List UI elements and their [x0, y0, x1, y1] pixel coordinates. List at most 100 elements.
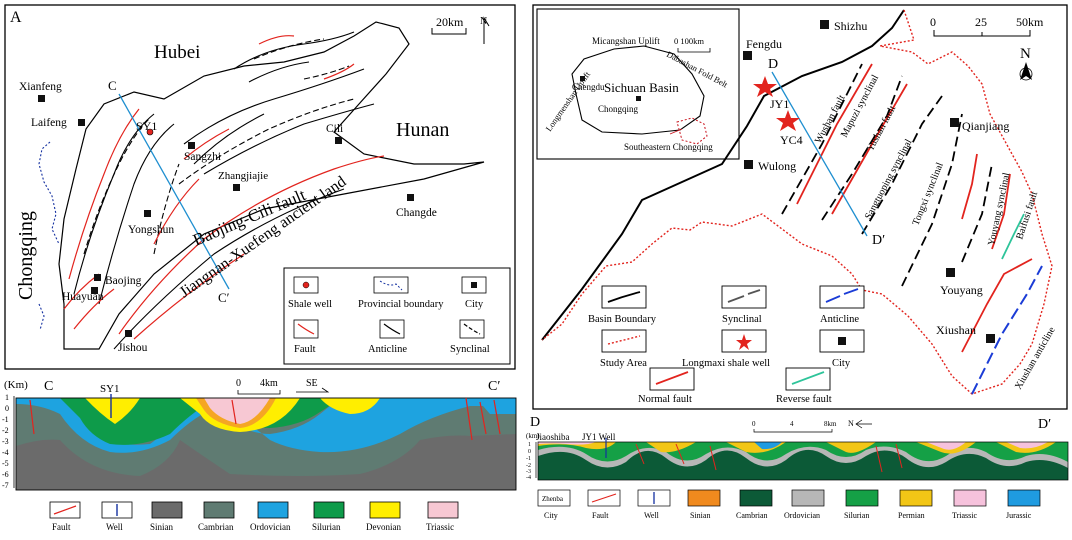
city-fengdu: Fengdu	[746, 37, 782, 51]
legend-d-triassic: Triassic	[952, 511, 977, 520]
panel-b-legend: Basin Boundary Study Area Synclinal Long…	[588, 285, 865, 405]
section-c-c-prime: (Km) C C′ SY1 0 4km SE 1 0 -1 -2 -3 -4 -…	[0, 374, 520, 535]
panel-b-north-label: N	[1020, 46, 1031, 62]
legend-synclinal: Synclinal	[450, 344, 490, 355]
depth-tick-d: 1	[528, 442, 531, 448]
legend-d-ordovician: Ordovician	[784, 511, 820, 520]
depth-tick-d: 0	[528, 449, 531, 455]
legend-shale-well: Shale well	[288, 299, 332, 310]
depth-tick: -6	[2, 470, 9, 479]
compass-icon	[1020, 62, 1032, 80]
legend-d-cambrian: Cambrian	[736, 511, 768, 520]
legend-c-silurian: Silurian	[312, 522, 341, 532]
section-d-north: N	[848, 419, 854, 428]
legend-fault: Fault	[294, 344, 316, 355]
inset-chongqing: Chongqing	[598, 104, 639, 114]
depth-tick-d: -2	[526, 463, 531, 469]
legend-d-silurian: Silurian	[844, 511, 869, 520]
anticline-lines	[73, 31, 375, 350]
legend-d-fault: Fault	[592, 511, 609, 520]
study-area-outline	[58, 21, 485, 350]
panel-a-map: A 20km N C C′ Hubei	[4, 4, 516, 370]
section-line-d	[771, 71, 868, 237]
legend-d-well: Well	[644, 511, 660, 520]
city-xiushan: Xiushan	[936, 323, 976, 337]
legend-anticline: Anticline	[368, 344, 407, 355]
city-shizhu: Shizhu	[834, 19, 867, 33]
legend-b-normal-fault: Normal fault	[638, 394, 692, 405]
city-changde: Changde	[396, 207, 437, 219]
section-d-faults	[635, 443, 903, 473]
section-d-scale-bar	[753, 429, 833, 433]
legend-c-devonian: Devonian	[366, 522, 401, 532]
city-markers-b	[743, 20, 995, 343]
depth-tick: -4	[2, 448, 9, 457]
provincial-boundary	[38, 141, 60, 331]
section-d-scale-8km: 8km	[824, 420, 837, 428]
legend-b-synclinal: Synclinal	[722, 314, 762, 325]
reverse-fault-line	[1001, 213, 1025, 260]
section-d-legend: Zhenba City Fault Well Sinian Cambrian O…	[537, 489, 1041, 520]
depth-tick: -3	[2, 437, 9, 446]
legend-b-longmaxi: Longmaxi shale well	[682, 358, 770, 369]
sichuan-basin-inset: Micangshan Uplift 0 100km Dabashan Fold …	[536, 8, 740, 160]
city-qianjiang: Qianjiang	[962, 119, 1009, 133]
well-sy1-label: SY1	[136, 119, 157, 133]
panel-b-scale-bar	[933, 30, 1031, 37]
well-yc4-label: YC4	[780, 133, 803, 147]
city-sangzhi: Sangzhi	[184, 151, 221, 163]
section-d-end-label: D′	[872, 233, 885, 248]
city-jishou: Jishou	[118, 342, 148, 354]
city-laifeng: Laifeng	[31, 117, 67, 129]
direction-arrow-icon	[296, 387, 330, 393]
legend-c-sinian: Sinian	[150, 522, 174, 532]
section-c-faults	[29, 397, 501, 441]
legend-d-sinian: Sinian	[690, 511, 710, 520]
section-d-locality: Jiaoshiba	[536, 432, 570, 442]
section-d-strata	[537, 441, 1069, 481]
section-c-direction: SE	[306, 378, 318, 389]
legend-b-city: City	[832, 358, 851, 369]
inset-scale: 0 100km	[674, 36, 704, 46]
section-c-scale-0: 0	[236, 378, 241, 389]
well-jy1-star-icon	[753, 76, 777, 97]
legend-d-city: City	[544, 511, 558, 520]
inset-micangshan: Micangshan Uplift	[592, 36, 660, 46]
section-c-depth-axis: 1 0 -1 -2 -3 -4 -5 -6 -7	[2, 393, 15, 490]
section-c-well-label: SY1	[100, 383, 120, 395]
city-cili: Cili	[326, 123, 343, 135]
inset-sichuan-basin: Sichuan Basin	[604, 80, 679, 95]
panel-b-scale-50km: 50km	[1016, 15, 1044, 29]
panel-a-legend: Shale well Provincial boundary City Faul…	[283, 267, 511, 365]
city-zhangjiajie: Zhangjiajie	[218, 170, 268, 182]
section-d-d-prime: D D′ (km) Jiaoshiba JY1 Well 0 4 8km N 1…	[526, 412, 1072, 535]
city-xianfeng: Xianfeng	[19, 81, 62, 93]
city-huayuan: Huayuan	[62, 291, 104, 303]
section-c-end-label: C′	[218, 290, 230, 305]
normal-fault-lines	[796, 63, 1033, 353]
legend-b-anticline: Anticline	[820, 314, 859, 325]
region-chongqing: Chongqing	[15, 211, 37, 300]
xiushan-anticline-line	[971, 265, 1043, 395]
fault-lines	[63, 35, 385, 340]
study-area-boundary	[541, 9, 1053, 395]
panel-a-letter: A	[10, 9, 22, 26]
legend-b-study-area: Study Area	[600, 358, 647, 369]
legend-city: City	[465, 299, 484, 310]
section-c-start: C	[44, 379, 53, 394]
section-c-strata	[15, 397, 517, 491]
synclinal-lines-b	[781, 63, 993, 287]
section-c-unit: (Km)	[4, 379, 28, 391]
legend-c-triassic: Triassic	[426, 522, 454, 532]
depth-tick-d: -3	[526, 469, 531, 475]
legend-d-permian: Permian	[898, 511, 925, 520]
legend-c-well: Well	[106, 522, 123, 532]
section-d-start-label: D	[768, 57, 778, 72]
section-d-depth-axis: 1 0 -1 -2 -3 -4	[526, 442, 537, 481]
panel-b-scale-25: 25	[975, 15, 987, 29]
section-d-scale-4: 4	[790, 420, 794, 428]
legend-c-ordovician: Ordovician	[250, 522, 291, 532]
section-d-scale-0: 0	[752, 420, 756, 428]
depth-tick-d: -4	[526, 475, 531, 481]
depth-tick: -7	[2, 481, 9, 490]
